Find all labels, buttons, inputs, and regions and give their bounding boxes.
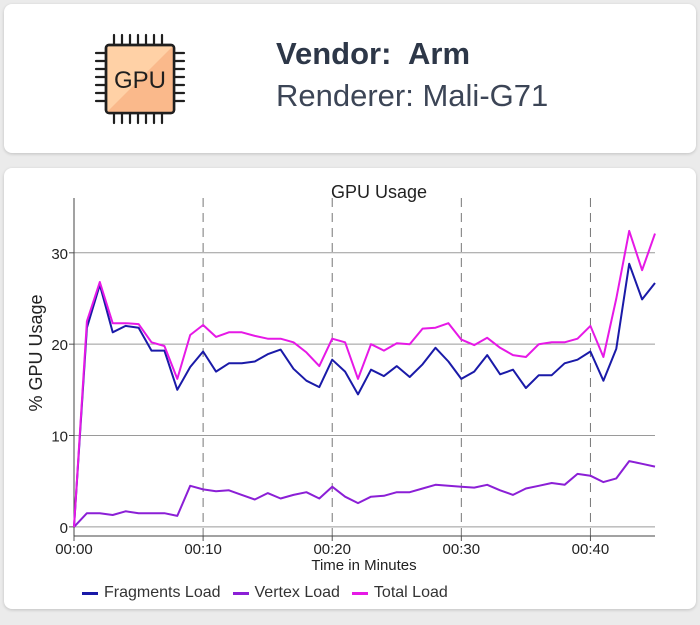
- legend-label: Total Load: [373, 584, 448, 601]
- y-axis-label: % GPU Usage: [26, 294, 46, 411]
- legend-label: Fragments Load: [104, 584, 221, 601]
- y-tick-label: 20: [51, 337, 68, 354]
- chart-card: 0 10 20 30 00:00 00:10 00:20 00:30 00:40 GPU Usag…: [4, 168, 696, 609]
- x-tick-label: 00:00: [55, 541, 93, 558]
- x-tick-label: 00:30: [443, 541, 481, 558]
- vendor-line: Vendor: Arm: [276, 34, 548, 74]
- legend-swatch: [351, 591, 368, 595]
- vendor-card: GPU Vendor: Arm Renderer: Mali-G71: [4, 4, 696, 153]
- series-line-fragments-load: [73, 262, 656, 527]
- series-line-vertex-load: [73, 460, 656, 528]
- legend-item: Fragments Load: [82, 584, 221, 602]
- x-tick-label: 00:10: [184, 541, 222, 558]
- vendor-label: Vendor:: [276, 36, 392, 71]
- gpu-usage-chart: 0 10 20 30 00:00 00:10 00:20 00:30 00:40 GPU Usag…: [26, 182, 656, 574]
- chip-text: GPU: [114, 67, 166, 94]
- legend-swatch: [232, 591, 249, 595]
- renderer-label: Renderer:: [276, 78, 414, 113]
- renderer-value: Mali-G71: [422, 78, 549, 113]
- series-line-total-load: [73, 229, 656, 527]
- y-tick-label: 0: [60, 520, 68, 537]
- chart-legend: Fragments Load Vertex Load Total Load: [82, 583, 460, 603]
- y-tick-label: 10: [51, 429, 68, 446]
- legend-item: Total Load: [351, 584, 448, 602]
- chart-title: GPU Usage: [331, 182, 427, 202]
- legend-item: Vertex Load: [232, 584, 340, 602]
- x-axis-label: Time in Minutes: [311, 557, 416, 574]
- gpu-chip-icon: GPU: [92, 31, 188, 127]
- legend-swatch: [82, 591, 98, 595]
- legend-label: Vertex Load: [254, 584, 340, 601]
- x-tick-label: 00:20: [313, 541, 351, 558]
- y-tick-label: 30: [51, 246, 68, 263]
- x-tick-label: 00:40: [572, 541, 610, 558]
- vendor-value: Arm: [408, 36, 471, 71]
- renderer-line: Renderer: Mali-G71: [276, 74, 548, 118]
